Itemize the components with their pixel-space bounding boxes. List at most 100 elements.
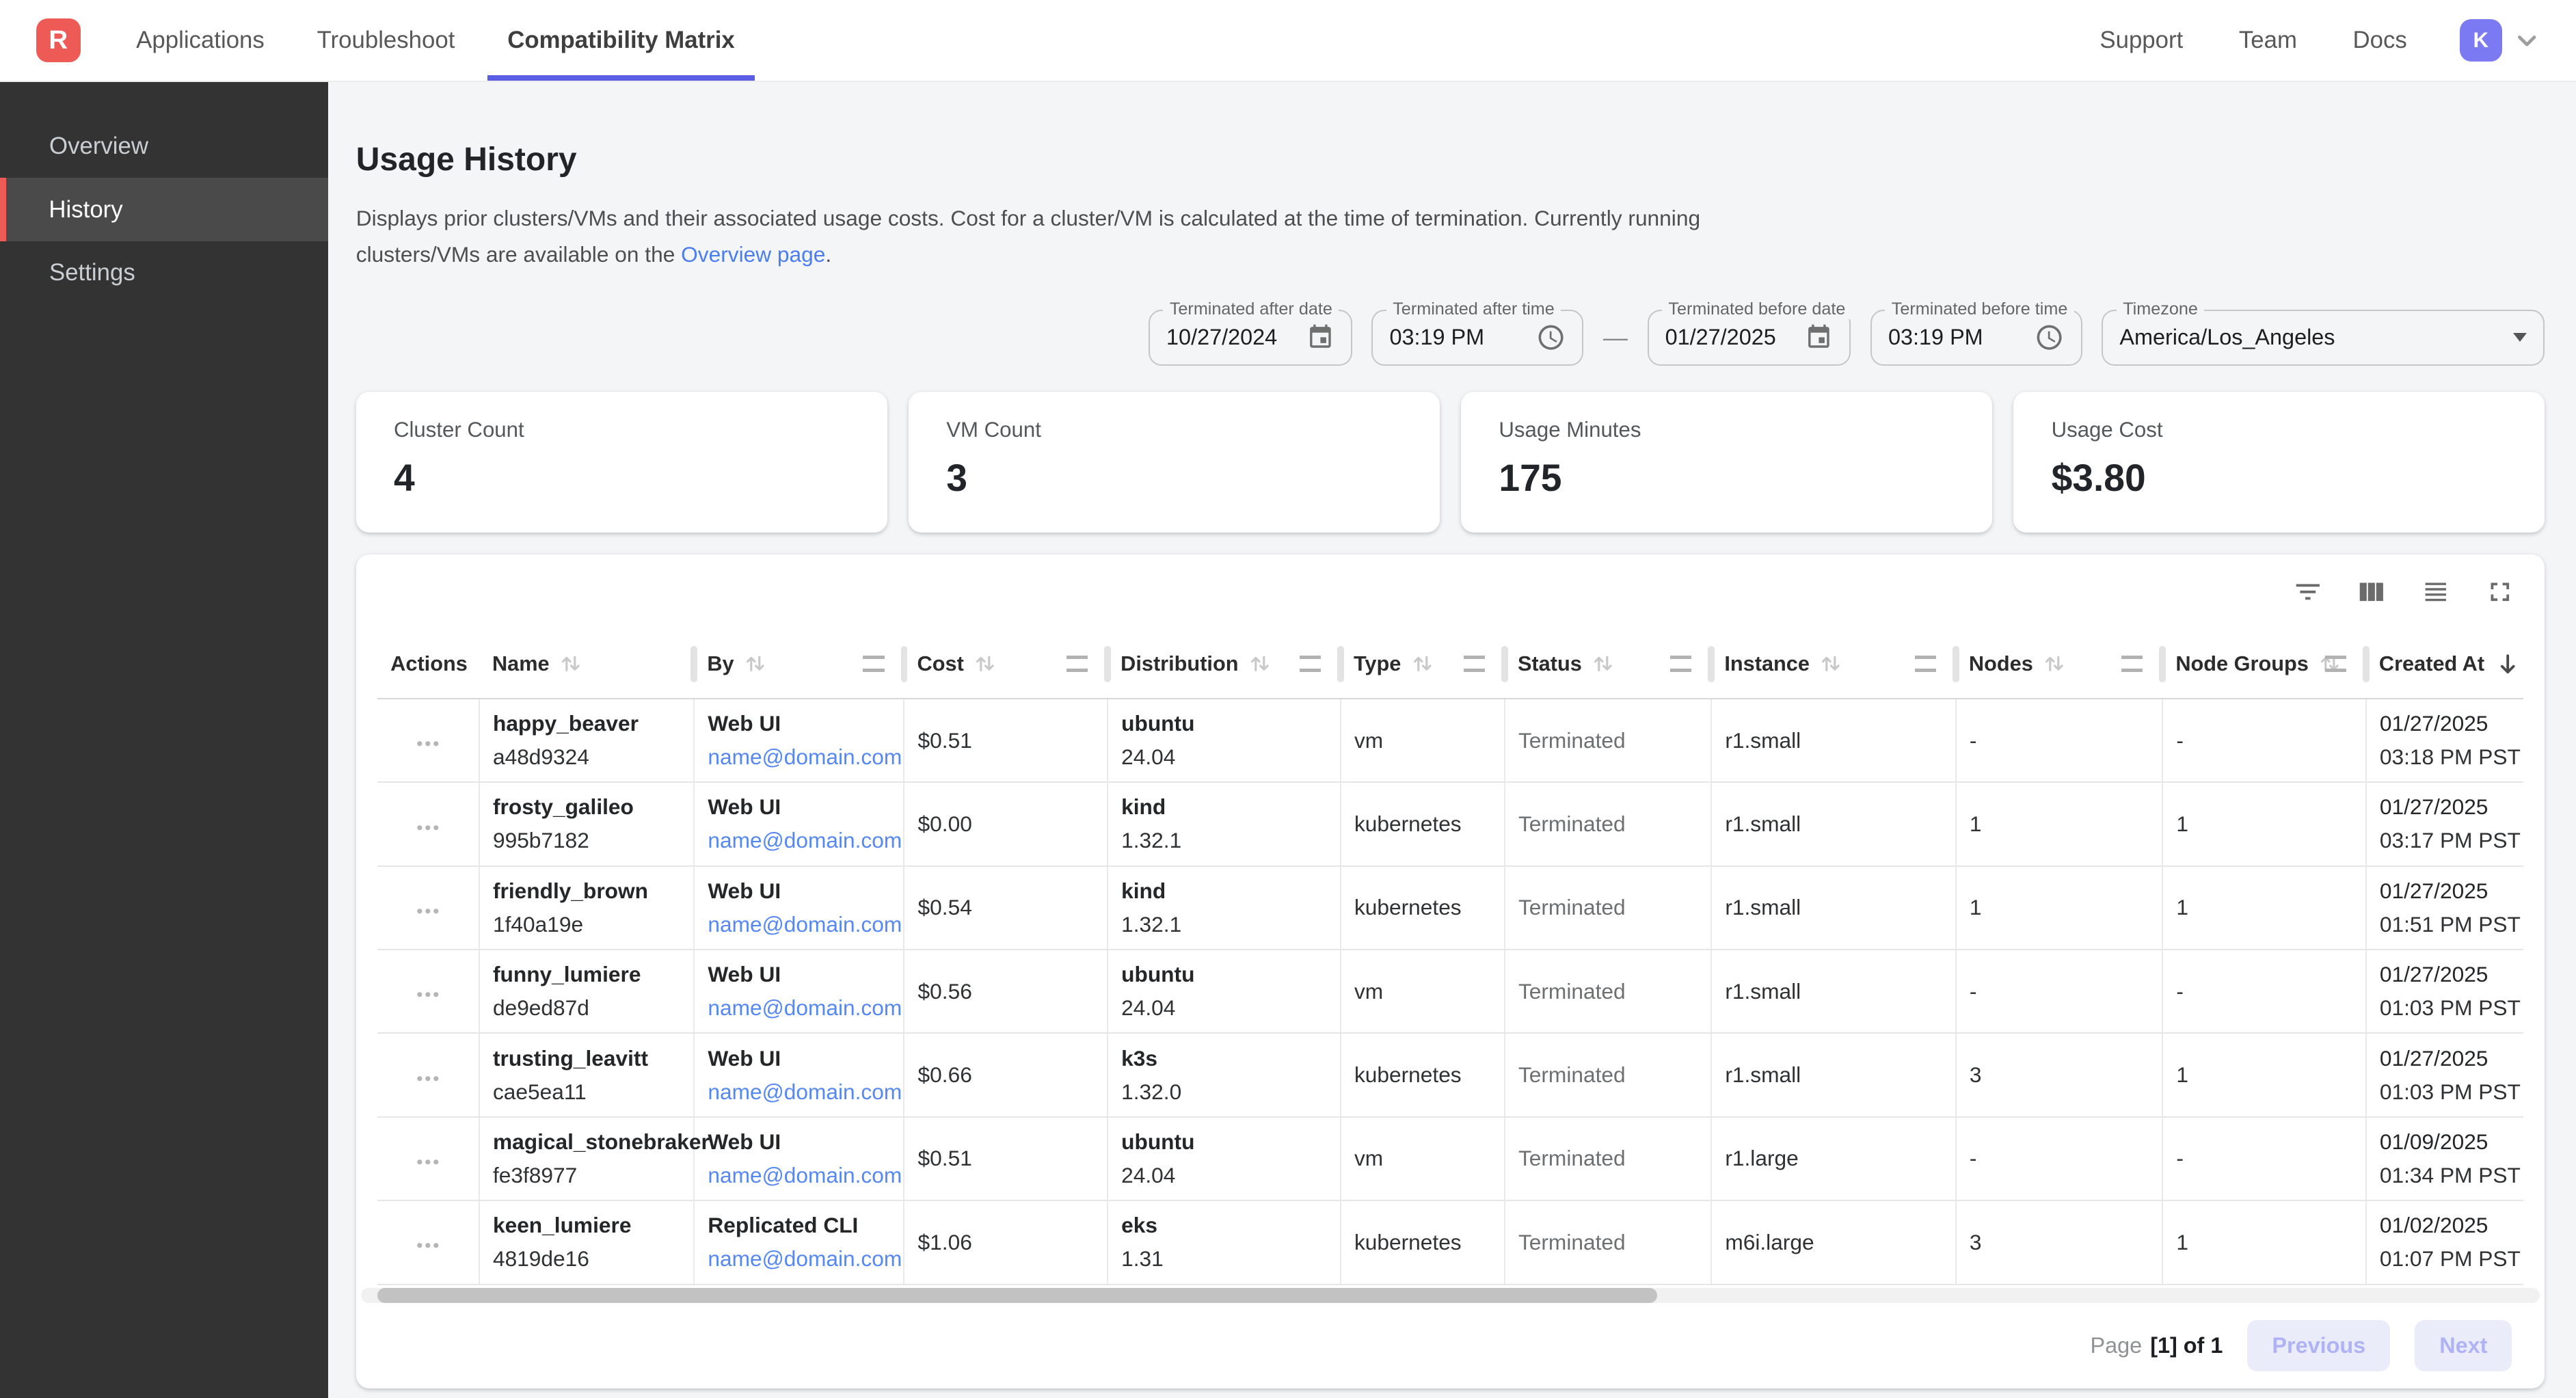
tab-compatibility-matrix[interactable]: Compatibility Matrix [481, 0, 761, 81]
cluster-id: fe3f8977 [492, 1162, 578, 1187]
col-header-status[interactable]: Status [1504, 630, 1715, 699]
horizontal-scrollbar-thumb[interactable] [377, 1288, 1657, 1303]
row-actions-button[interactable] [410, 901, 446, 921]
row-actions-button[interactable] [410, 818, 446, 837]
chevron-down-icon[interactable] [2514, 27, 2540, 53]
link-team[interactable]: Team [2238, 26, 2297, 53]
terminated-after-time-input[interactable]: Terminated after time 03:19 PM [1371, 299, 1584, 366]
terminated-after-date-input[interactable]: Terminated after date 10/27/2024 [1149, 299, 1352, 366]
tab-troubleshoot[interactable]: Troubleshoot [291, 0, 481, 81]
col-header-cost[interactable]: Cost [904, 630, 1111, 699]
row-actions-button[interactable] [410, 1068, 446, 1088]
sort-icon[interactable] [2043, 652, 2066, 675]
drag-column-handle[interactable] [1670, 655, 1692, 672]
creator-email-link[interactable]: name@domain.com [708, 995, 902, 1021]
drag-column-handle[interactable] [1066, 655, 1088, 672]
density-icon [2425, 582, 2447, 602]
node-groups: - [2176, 727, 2184, 753]
col-header-type[interactable]: Type [1340, 630, 1508, 699]
clock-icon[interactable] [2035, 323, 2064, 352]
status: Terminated [1518, 978, 1626, 1004]
avatar[interactable]: K [2459, 18, 2503, 62]
sort-desc-icon[interactable] [2495, 651, 2521, 677]
col-header-node-groups[interactable]: Node Groups [2162, 630, 2370, 699]
table-row: keen_lumiere 4819de16 Replicated CLI name@… [377, 1200, 2524, 1285]
col-header-name[interactable]: Name [479, 630, 697, 699]
creator-email-link[interactable]: name@domain.com [708, 1079, 902, 1104]
field-label: Terminated before time [1885, 299, 2074, 320]
col-header-distribution[interactable]: Distribution [1107, 630, 1344, 699]
terminated-before-date-input[interactable]: Terminated before date 01/27/2025 [1647, 299, 1853, 366]
timezone-select[interactable]: Timezone America/Los_Angeles [2102, 299, 2545, 366]
sidebar-item-history[interactable]: History [0, 178, 328, 241]
col-label: Name [492, 651, 550, 675]
horizontal-scrollbar-track [360, 1288, 2540, 1303]
next-page-button[interactable]: Next [2415, 1319, 2512, 1372]
col-header-nodes[interactable]: Nodes [1955, 630, 2166, 699]
created-by: Replicated CLI [708, 1213, 859, 1238]
sidebar-item-settings[interactable]: Settings [49, 258, 135, 286]
sort-icon[interactable] [1411, 652, 1434, 675]
row-actions-button[interactable] [410, 734, 446, 754]
sort-icon[interactable] [559, 652, 582, 675]
col-header-by[interactable]: By [694, 630, 908, 699]
type: vm [1354, 978, 1384, 1004]
link-docs[interactable]: Docs [2352, 26, 2407, 53]
col-label: Cost [917, 651, 964, 675]
terminated-before-time-input[interactable]: Terminated before time 03:19 PM [1870, 299, 2082, 366]
created-time: 01:03 PM PST [2379, 995, 2521, 1021]
overview-page-link[interactable]: Overview page [681, 242, 826, 267]
tab-applications[interactable]: Applications [110, 0, 291, 81]
sort-icon[interactable] [744, 652, 767, 675]
sort-icon[interactable] [1592, 652, 1615, 675]
stat-value: 175 [1499, 456, 1562, 499]
drag-column-handle[interactable] [1463, 655, 1485, 672]
creator-email-link[interactable]: name@domain.com [708, 828, 902, 853]
distribution: ubuntu [1121, 1129, 1195, 1154]
drag-column-handle[interactable] [1914, 655, 1936, 672]
row-actions-button[interactable] [410, 1236, 446, 1256]
col-header-created-at[interactable]: Created At [2365, 630, 2524, 699]
nodes: 1 [1969, 811, 1982, 836]
show-filters-button[interactable] [2292, 576, 2324, 608]
link-support[interactable]: Support [2099, 26, 2184, 53]
creator-email-link[interactable]: name@domain.com [708, 1246, 902, 1272]
fullscreen-button[interactable] [2484, 576, 2516, 608]
sidebar-item-overview[interactable]: Overview [49, 133, 149, 160]
cluster-id: 995b7182 [492, 828, 589, 853]
stat-usage-cost: Usage Cost $3.80 [2013, 392, 2545, 533]
sort-icon[interactable] [1248, 652, 1272, 675]
sort-icon[interactable] [1819, 652, 1842, 675]
type: vm [1354, 1146, 1384, 1171]
node-groups: 1 [2176, 895, 2188, 920]
show-columns-button[interactable] [2356, 576, 2387, 608]
density-button[interactable] [2420, 576, 2452, 608]
creator-email-link[interactable]: name@domain.com [708, 744, 902, 770]
distribution-version: 24.04 [1121, 1162, 1176, 1187]
drag-column-handle[interactable] [2121, 655, 2143, 672]
previous-page-button[interactable]: Previous [2247, 1319, 2391, 1372]
clock-icon[interactable] [1536, 323, 1566, 352]
col-label: Created At [2378, 651, 2485, 675]
status: Terminated [1518, 895, 1626, 920]
calendar-icon[interactable] [1805, 323, 1833, 351]
created-date: 01/02/2025 [2379, 1213, 2488, 1238]
nodes: - [1969, 1146, 1977, 1171]
col-header-actions: Actions [377, 630, 479, 699]
sort-icon[interactable] [974, 652, 997, 675]
row-actions-button[interactable] [410, 1153, 446, 1172]
creator-email-link[interactable]: name@domain.com [708, 1162, 902, 1187]
drag-column-handle[interactable] [1299, 655, 1321, 672]
page-description: Displays prior clusters/VMs and their as… [356, 200, 2545, 274]
row-actions-button[interactable] [410, 985, 446, 1005]
replicated-logo[interactable]: R [36, 18, 81, 63]
drag-column-handle[interactable] [863, 655, 885, 672]
drag-column-handle[interactable] [2324, 655, 2346, 672]
type: kubernetes [1354, 895, 1462, 920]
usage-table-card: Actions Name By Cost Distribution Type S… [355, 554, 2545, 1388]
col-header-instance[interactable]: Instance [1711, 630, 1959, 699]
instance: r1.small [1725, 727, 1801, 753]
creator-email-link[interactable]: name@domain.com [708, 911, 902, 937]
calendar-icon[interactable] [1306, 323, 1334, 351]
more-horiz-icon [417, 1075, 439, 1081]
